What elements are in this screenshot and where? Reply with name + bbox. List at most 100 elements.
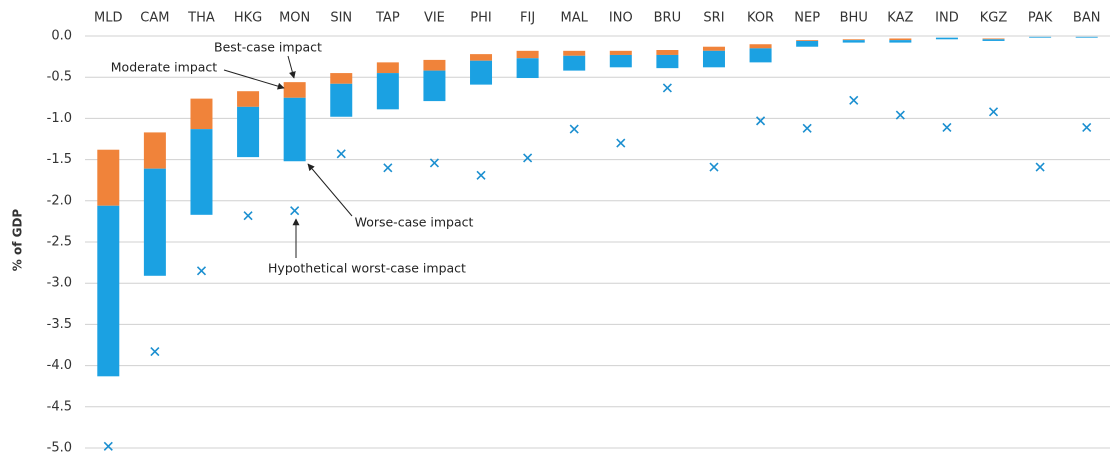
bar-best-moderate: [470, 54, 493, 61]
x-tick-label: VIE: [424, 11, 445, 26]
bar-best-moderate: [283, 82, 306, 98]
x-tick-label: BAN: [1073, 11, 1101, 26]
worst-case-marker: [103, 441, 113, 451]
x-tick-label: MON: [279, 11, 310, 26]
y-tick-label: -4.5: [47, 399, 72, 414]
y-tick-label: -1.5: [47, 152, 72, 167]
bar-moderate-worse: [749, 48, 772, 63]
annotation: Moderate impact: [111, 60, 218, 75]
bar-moderate-worse: [842, 40, 865, 43]
bar-best-moderate: [143, 132, 166, 169]
bar-best-moderate: [749, 44, 772, 49]
worst-case-marker: [616, 138, 626, 148]
bar-moderate-worse: [470, 60, 493, 85]
bar-moderate-worse: [796, 40, 819, 47]
y-tick-label: -3.5: [47, 317, 72, 332]
bar-moderate-worse: [935, 37, 958, 40]
y-tick-label: -4.0: [47, 358, 72, 373]
worst-case-marker: [243, 211, 253, 221]
worst-case-marker: [942, 122, 952, 133]
bar-best-moderate: [842, 39, 865, 41]
y-tick-label: -1.0: [47, 111, 72, 126]
bar-moderate-worse: [702, 50, 725, 68]
bar-best-moderate: [563, 50, 586, 56]
bar-moderate-worse: [609, 54, 632, 68]
x-tick-label: KOR: [747, 11, 774, 26]
bar-moderate-worse: [516, 58, 539, 79]
bar-moderate-worse: [982, 39, 1005, 41]
bar-moderate-worse: [97, 205, 120, 377]
x-tick-label: FIJ: [520, 11, 535, 26]
bar-moderate-worse: [330, 83, 353, 117]
x-tick-label: KAZ: [887, 11, 913, 26]
worst-case-marker: [895, 110, 905, 120]
x-tick-label: BRU: [654, 11, 681, 26]
annotation: Best-case impact: [214, 40, 322, 55]
bar-best-moderate: [609, 50, 632, 55]
bar-best-moderate: [982, 38, 1005, 40]
annotation-arrow: [307, 163, 353, 217]
worst-case-marker: [383, 163, 393, 173]
x-tick-label: NEP: [794, 11, 820, 26]
bar-best-moderate: [796, 40, 819, 41]
y-tick-label: -0.5: [47, 70, 72, 85]
worst-case-marker: [1082, 122, 1092, 133]
bar-best-moderate: [97, 149, 120, 206]
x-tick-label: PHI: [470, 11, 491, 26]
worst-case-marker: [988, 107, 999, 117]
y-axis-label: % of GDP: [11, 209, 25, 272]
annotation: Hypothetical worst-case impact: [268, 261, 466, 276]
bar-moderate-worse: [376, 73, 399, 110]
x-tick-label: CAM: [140, 11, 169, 26]
y-tick-label: -5.0: [47, 441, 72, 456]
x-tick-label: KGZ: [980, 11, 1008, 26]
x-tick-label: MAL: [561, 11, 589, 26]
annotation-arrow: [223, 69, 285, 90]
worst-case-marker: [150, 347, 160, 357]
worst-case-marker: [196, 266, 207, 276]
annotation: Worse-case impact: [355, 215, 474, 230]
worst-case-marker: [569, 124, 579, 134]
x-tick-label: INO: [609, 11, 633, 26]
x-tick-label: IND: [935, 11, 959, 26]
x-tick-label: HKG: [234, 11, 262, 26]
worst-case-marker: [709, 162, 719, 172]
x-tick-label: SRI: [703, 11, 724, 26]
bar-best-moderate: [702, 46, 725, 51]
bar-best-moderate: [190, 98, 213, 130]
bar-moderate-worse: [563, 55, 586, 71]
y-tick-label: 0.0: [51, 29, 72, 44]
bar-best-moderate: [656, 50, 679, 55]
bar-moderate-worse: [283, 97, 306, 162]
bar-best-moderate: [237, 91, 260, 107]
worst-case-marker: [523, 153, 533, 163]
bar-moderate-worse: [423, 70, 446, 102]
y-tick-label: -3.0: [47, 276, 72, 291]
worst-case-marker: [849, 95, 859, 105]
worst-case-marker: [756, 116, 766, 126]
bar-best-moderate: [889, 38, 912, 41]
worst-case-marker: [662, 83, 672, 93]
bar-best-moderate: [423, 59, 446, 71]
y-tick-label: -2.0: [47, 193, 72, 208]
bar-best-moderate: [330, 73, 353, 84]
x-tick-label: SIN: [330, 11, 352, 26]
bar-moderate-worse: [1075, 36, 1098, 38]
worst-case-marker: [1035, 162, 1045, 172]
worst-case-marker: [802, 123, 812, 133]
annotation-arrow: [287, 55, 296, 79]
worst-case-marker: [290, 206, 300, 216]
y-tick-label: -2.5: [47, 235, 72, 250]
bar-moderate-worse: [190, 129, 213, 215]
x-tick-label: PAK: [1028, 11, 1053, 26]
x-tick-label: MLD: [94, 11, 122, 26]
bar-moderate-worse: [1029, 36, 1052, 38]
bar-best-moderate: [516, 50, 539, 59]
bar-moderate-worse: [143, 168, 166, 276]
x-tick-label: BHU: [840, 11, 868, 26]
bar-best-moderate: [376, 62, 399, 74]
worst-case-marker: [476, 170, 486, 180]
bar-moderate-worse: [889, 40, 912, 43]
bar-moderate-worse: [656, 54, 679, 69]
